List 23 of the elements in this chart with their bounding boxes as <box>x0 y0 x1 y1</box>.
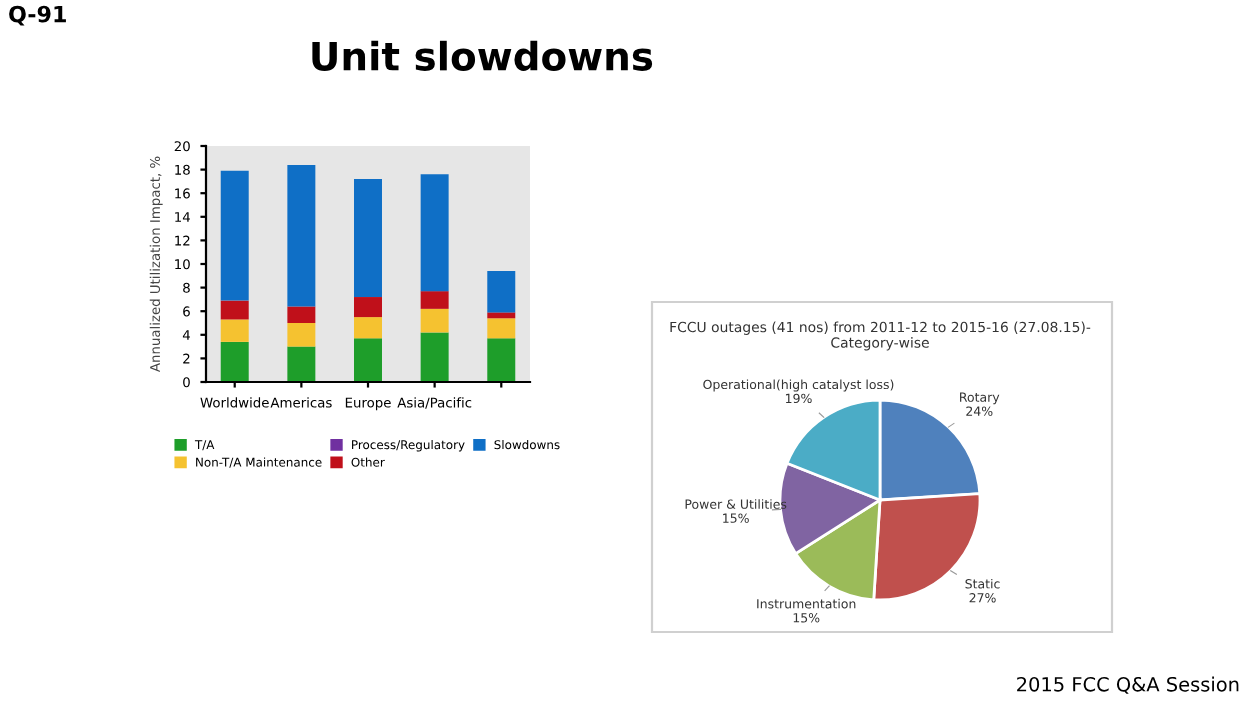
chart-title: Unit slowdowns <box>312 40 653 71</box>
bar <box>354 297 382 318</box>
bar <box>354 179 382 298</box>
bar <box>420 291 449 309</box>
bar <box>420 174 449 292</box>
bar <box>287 323 316 347</box>
bar <box>354 338 382 382</box>
bar <box>420 308 449 333</box>
bar <box>287 164 316 307</box>
bar <box>420 332 449 382</box>
bar <box>220 319 249 342</box>
bar <box>354 317 382 339</box>
bar <box>487 271 516 313</box>
bar <box>220 300 249 320</box>
bar <box>487 318 516 339</box>
bar <box>287 346 316 382</box>
text: 2015 FCC Q&A Session <box>1017 676 1239 694</box>
bar <box>220 341 249 382</box>
bar <box>287 306 316 323</box>
bar <box>220 170 249 301</box>
bar <box>487 312 516 319</box>
text: Q-91 <box>9 5 66 26</box>
bar <box>487 338 516 382</box>
